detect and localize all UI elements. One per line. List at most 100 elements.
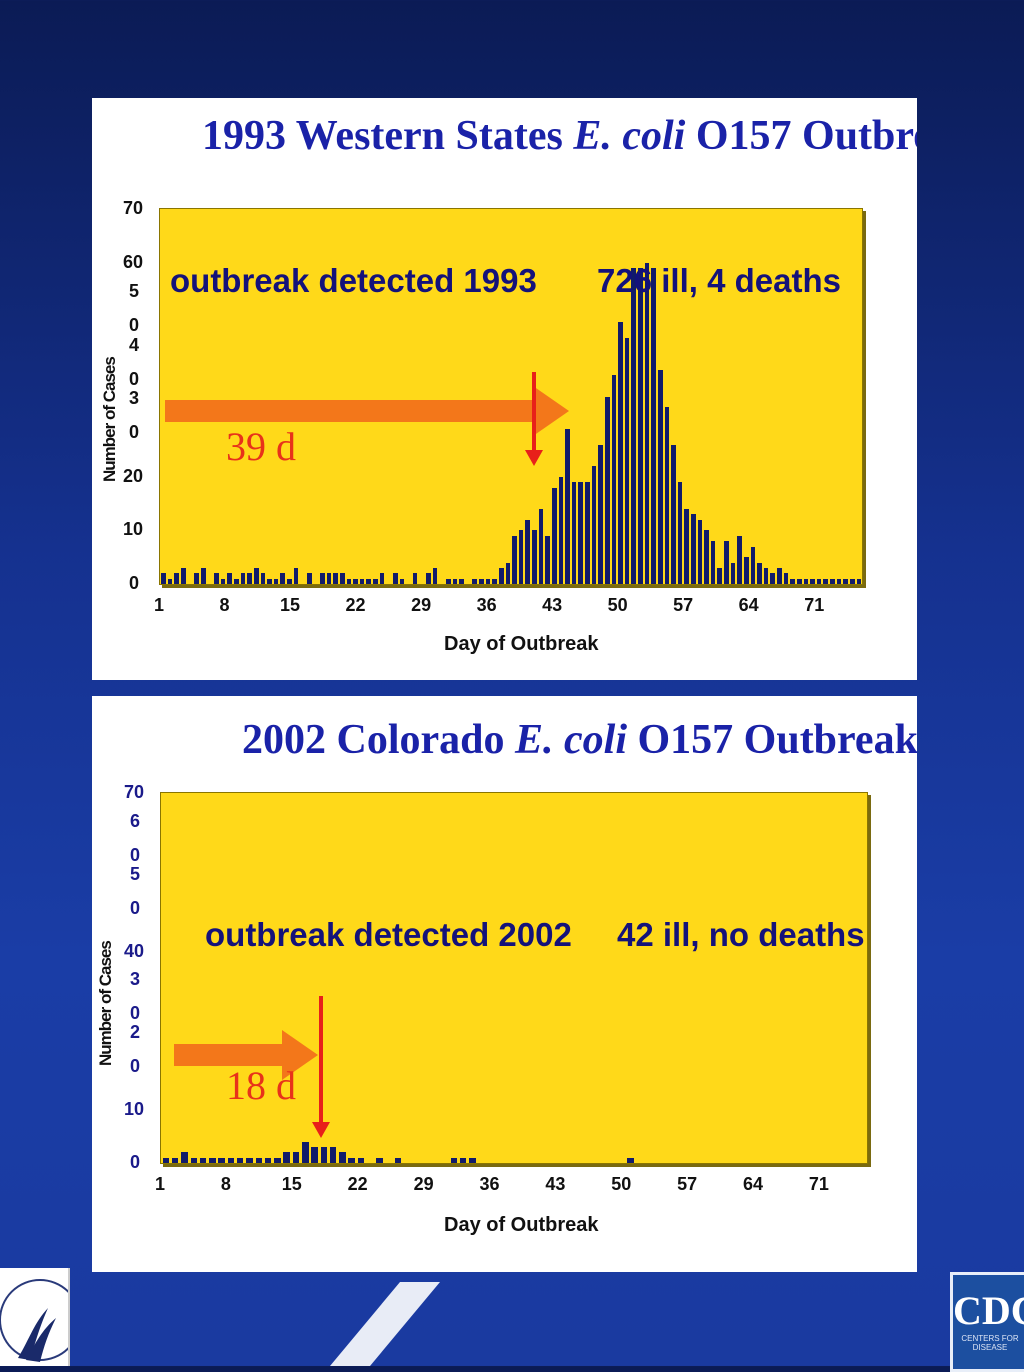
interval-label-1993: 39 d [226,424,296,469]
bar [220,578,226,584]
bar [525,519,531,584]
y-tick-label: 0 [129,368,140,389]
bar [816,578,822,584]
chart-panel-2002: 2002 Colorado E. coli O157 Outbreak Numb… [92,696,917,1272]
bar [445,578,451,584]
detection-interval-arrow-2002 [174,1030,318,1080]
chart-panel-1993: 1993 Western States E. coli O157 Outbrea… [92,98,917,680]
x-tick-label: 15 [280,595,301,615]
bar [578,482,584,584]
x-tick-label: 50 [607,595,628,615]
bar [651,267,656,584]
x-axis-label-2002: Day of Outbreak [444,1214,599,1236]
y-tick-label: 5 [129,281,140,302]
bar [348,1157,355,1163]
x-tick-label: 43 [545,1174,566,1194]
bar [302,1141,309,1163]
bar [836,578,842,584]
bar [518,530,524,584]
bar [366,578,372,584]
bar [743,557,749,584]
bar [452,578,458,584]
y-tick-label: 10 [124,1099,145,1120]
cdc-logo: CDC CENTERS FOR DISEASE [950,1272,1024,1372]
bar [200,567,206,584]
bar [246,1157,253,1163]
bar [469,1157,476,1163]
x-tick-label: 50 [611,1174,632,1194]
bar [167,578,173,584]
bar [790,578,795,584]
x-tick-label: 36 [479,1174,500,1194]
title-part: 2002 Colorado [242,717,515,763]
chart-title-1993: 1993 Western States E. coli O157 Outbrea… [202,112,917,160]
bar [627,1157,634,1163]
detection-marker-arrow-2002 [312,996,330,1138]
decorative-swoosh [330,1282,440,1366]
detection-interval-arrow-1993 [165,386,569,436]
bar [505,562,511,584]
annotation-ill-1993: 726 ill, 4 deaths [597,262,841,299]
bar [604,396,610,584]
bar [253,567,259,584]
y-tick-label: 10 [123,519,144,540]
bar [856,578,862,584]
bar [174,573,180,584]
bar [161,573,166,584]
bar [236,1157,244,1163]
bar [267,578,272,584]
bar [392,573,398,584]
bar [611,375,617,584]
bar [730,562,736,584]
y-tick-label: 0 [129,315,140,336]
bar [565,428,570,584]
interval-label-2002: 18 d [226,1063,296,1108]
bar [697,519,703,584]
bar [379,573,385,584]
bar [283,1152,290,1163]
bar [214,573,219,584]
bar [803,578,809,584]
bar [598,444,603,584]
bar [311,1147,318,1163]
bar [340,573,345,584]
bar [664,407,670,584]
bar [346,578,352,584]
bar [162,1157,170,1163]
bar [287,578,292,584]
x-tick-label: 43 [542,595,563,615]
bar [558,476,564,584]
y-tick-label: 6 [130,810,141,831]
y-tick-label: 0 [130,1003,141,1024]
bar [293,567,299,584]
bar [373,578,378,584]
x-tick-label: 29 [411,595,432,615]
title-part: O157 Outbreak [695,113,917,159]
bar [194,573,199,584]
plot-area-1993 [159,208,863,585]
x-tick-label: 22 [347,1174,368,1194]
bar [181,567,186,584]
bar [274,1157,281,1163]
bar [171,1157,179,1163]
bar [724,541,729,584]
title-part-italic: E. coli [573,113,686,159]
x-tick-label: 57 [673,595,694,615]
bar [450,1157,458,1163]
bar [399,578,405,584]
x-tick-label: 8 [220,1174,231,1194]
bar [353,578,358,584]
bar [512,535,517,584]
y-tick-label: 5 [130,863,141,884]
bar [849,578,855,584]
bar [227,1157,235,1163]
bar [376,1157,383,1163]
x-tick-label: 1 [154,595,165,615]
bar [763,567,769,584]
bar [199,1157,207,1163]
bar [260,573,266,584]
bar [292,1152,300,1163]
bar [485,578,491,584]
bar [691,514,696,584]
x-tick-label: 15 [281,1174,302,1194]
